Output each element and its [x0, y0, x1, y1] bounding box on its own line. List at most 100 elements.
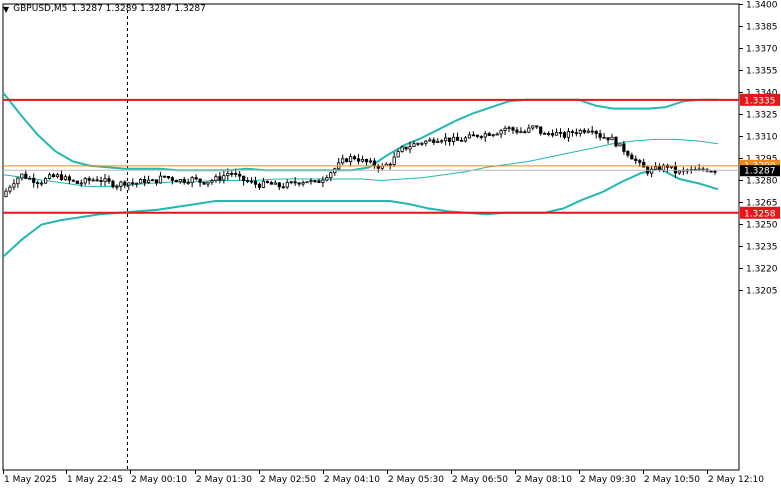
- y-tick-label: 1.3205: [746, 287, 778, 297]
- level-price-tag: [740, 206, 780, 219]
- candle-body: [432, 139, 436, 144]
- candle-body: [158, 175, 163, 184]
- marker-price-label: 1.3287: [744, 167, 776, 177]
- candle-body: [230, 173, 234, 175]
- candle-body: [392, 156, 396, 165]
- candle-body: [166, 175, 170, 179]
- candle-body: [673, 165, 677, 174]
- candle-body: [657, 166, 662, 171]
- candle-body: [4, 190, 8, 198]
- candle-body: [440, 140, 444, 143]
- y-tick-label: 1.3340: [746, 89, 778, 99]
- level-price-label: 1.3258: [744, 209, 776, 219]
- candle-body: [329, 172, 333, 179]
- band-upper-line: [2, 91, 718, 172]
- y-tick-label: 1.3310: [746, 133, 778, 143]
- x-tick-label: 2 May 00:10: [131, 475, 187, 485]
- candle-body: [83, 178, 87, 184]
- candle-body: [341, 158, 345, 164]
- candle-body: [598, 133, 602, 138]
- candle-body: [642, 161, 646, 168]
- candle-body: [372, 160, 376, 167]
- candle-body: [206, 181, 210, 185]
- candle-body: [495, 133, 499, 136]
- candle-body: [348, 156, 353, 163]
- candle-body: [713, 170, 717, 173]
- candle-body: [127, 182, 131, 186]
- candle-body: [214, 176, 218, 182]
- candle-body: [146, 179, 151, 183]
- candle-body: [317, 180, 321, 184]
- candle-body: [36, 182, 40, 185]
- candle-body: [463, 137, 468, 142]
- candle-body: [566, 131, 571, 138]
- y-tick-label: 1.3370: [746, 45, 778, 55]
- candle-body: [364, 158, 369, 163]
- candle-body: [55, 174, 60, 178]
- candle-body: [186, 182, 190, 184]
- candle-body: [554, 131, 559, 136]
- candle-body: [515, 129, 519, 133]
- candle-body: [653, 166, 658, 170]
- candle-body: [360, 158, 365, 162]
- candle-body: [79, 182, 83, 185]
- candle-body: [408, 146, 412, 150]
- y-tick-label: 1.3325: [746, 111, 778, 121]
- candle-body: [135, 182, 139, 185]
- candle-body: [281, 186, 285, 189]
- candle-body: [602, 136, 606, 139]
- candle-body: [99, 180, 103, 183]
- candle-body: [234, 173, 238, 175]
- candle-body: [293, 181, 297, 184]
- x-tick-label: 2 May 08:10: [516, 475, 572, 485]
- candle-body: [242, 175, 246, 182]
- candle-body: [24, 173, 28, 179]
- candle-body: [420, 142, 424, 145]
- candle-body: [265, 180, 270, 183]
- candle-body: [547, 133, 551, 135]
- candle-body: [491, 134, 495, 137]
- candle-body: [455, 136, 460, 141]
- triangle-down-icon[interactable]: ▼: [3, 4, 10, 14]
- candle-body: [606, 137, 610, 141]
- candle-body: [519, 131, 523, 134]
- candle-body: [507, 127, 511, 130]
- candle-body: [499, 130, 503, 135]
- candle-body: [325, 177, 329, 181]
- candle-body: [269, 182, 273, 185]
- candle-body: [309, 180, 313, 183]
- candle-body: [424, 140, 428, 144]
- candle-body: [531, 125, 535, 129]
- candle-body: [535, 125, 539, 128]
- candle-body: [253, 180, 258, 185]
- y-tick-label: 1.3385: [746, 23, 778, 33]
- level-price-tag: [740, 93, 780, 106]
- candle-body: [471, 134, 475, 137]
- candle-body: [194, 177, 198, 180]
- candle-body: [261, 180, 266, 188]
- x-tick-label: 2 May 04:10: [324, 475, 380, 485]
- candle-body: [111, 180, 115, 188]
- level-price-label: 1.3335: [744, 96, 776, 106]
- candle-body: [614, 136, 618, 147]
- candle-body: [483, 133, 487, 138]
- candle-body: [297, 182, 301, 185]
- candle-body: [503, 127, 507, 131]
- candle-body: [467, 134, 472, 139]
- candle-body: [170, 177, 174, 181]
- candle-body: [174, 179, 178, 183]
- candle-body: [444, 137, 448, 142]
- y-tick-label: 1.3250: [746, 221, 778, 231]
- candle-body: [479, 136, 483, 138]
- candle-body: [115, 185, 119, 188]
- candle-body: [28, 177, 32, 180]
- x-tick-label: 1 May 2025: [4, 475, 57, 485]
- y-tick-label: 1.3220: [746, 265, 778, 275]
- candle-body: [650, 168, 654, 174]
- candle-body: [289, 181, 293, 184]
- candle-body: [626, 151, 630, 156]
- candle-body: [669, 165, 674, 168]
- candle-body: [91, 179, 95, 182]
